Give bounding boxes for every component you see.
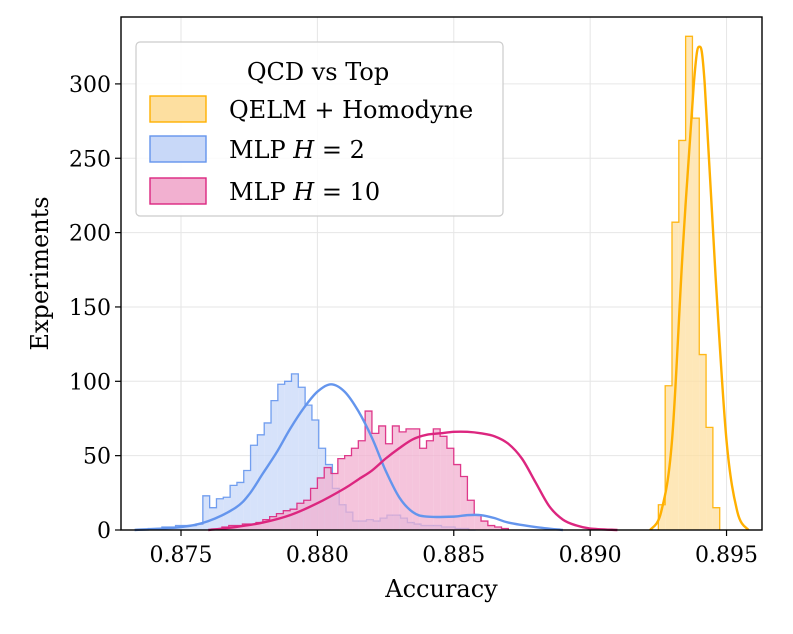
y-axis-ticks: 0 50 100 150 200 250 300 bbox=[69, 73, 121, 544]
histogram-bar bbox=[440, 436, 447, 530]
legend-items: QELM + Homodyne MLP H = 2 MLP H = 10 bbox=[149, 95, 473, 206]
histogram-bar bbox=[378, 425, 386, 530]
histogram-bar bbox=[474, 515, 482, 530]
histogram-bar bbox=[283, 510, 291, 530]
histogram-bar bbox=[446, 448, 454, 530]
histogram-bar bbox=[685, 36, 693, 530]
y-tick-label: 300 bbox=[69, 73, 111, 98]
legend-swatch bbox=[149, 177, 207, 205]
histogram-bar bbox=[296, 503, 304, 530]
histogram-bar bbox=[699, 354, 707, 530]
y-tick-label: 50 bbox=[83, 445, 111, 470]
kde-curves bbox=[134, 45, 750, 532]
histogram-bar bbox=[196, 524, 203, 530]
y-tick-label: 100 bbox=[69, 370, 111, 395]
histogram-bar bbox=[460, 476, 468, 530]
histogram-bar bbox=[692, 118, 700, 531]
histogram-bar bbox=[264, 422, 272, 530]
x-axis-ticks: 0.875 0.880 0.885 0.890 0.895 bbox=[150, 530, 758, 568]
histogram-outline bbox=[657, 35, 721, 530]
histogram-outline bbox=[221, 410, 509, 530]
histogram-bar bbox=[284, 381, 292, 530]
legend-label: MLP H = 2 bbox=[229, 136, 365, 164]
histogram-bar bbox=[665, 385, 672, 530]
x-tick-label: 0.890 bbox=[559, 543, 622, 568]
legend: QCD vs Top QELM + Homodyne MLP H = 2 MLP H… bbox=[135, 41, 504, 217]
histogram-bar bbox=[271, 400, 278, 530]
histogram-bar bbox=[249, 524, 257, 530]
histogram-bar bbox=[202, 495, 210, 530]
histogram-bar bbox=[351, 448, 359, 530]
histogram-bar bbox=[678, 140, 686, 530]
histogram-bar bbox=[256, 522, 263, 530]
histogram-bar bbox=[371, 433, 379, 530]
y-tick-label: 200 bbox=[69, 222, 111, 247]
x-tick-label: 0.885 bbox=[422, 543, 485, 568]
x-tick-label: 0.895 bbox=[695, 543, 758, 568]
legend-box bbox=[135, 41, 504, 217]
histogram-bar bbox=[392, 425, 400, 530]
histogram-bar bbox=[276, 513, 284, 530]
legend-swatch bbox=[149, 135, 207, 163]
histogram-bar bbox=[712, 507, 720, 530]
histogram-bar bbox=[290, 509, 297, 530]
histogram-bar bbox=[337, 458, 345, 530]
histogram-bar bbox=[277, 384, 285, 530]
histogram-bar bbox=[262, 519, 270, 530]
x-axis-label: Accuracy bbox=[384, 575, 498, 603]
histogram-bar bbox=[399, 431, 407, 530]
histogram-bar bbox=[189, 525, 197, 530]
histogram-bar bbox=[236, 482, 244, 530]
histogram-bar bbox=[658, 504, 666, 530]
histogram-bar bbox=[305, 405, 312, 530]
histogram-bar bbox=[501, 528, 509, 530]
histogram-bar bbox=[331, 473, 338, 530]
histogram-bar bbox=[385, 443, 393, 530]
histogram-bar bbox=[291, 373, 299, 530]
plot-frame bbox=[120, 16, 763, 531]
x-tick-label: 0.875 bbox=[150, 543, 213, 568]
histogram-bar bbox=[317, 477, 325, 530]
y-tick-label: 0 bbox=[97, 519, 111, 544]
histogram-bar bbox=[269, 516, 277, 530]
kde-curve-1 bbox=[134, 383, 564, 532]
histogram-bar bbox=[182, 525, 190, 530]
histogram-bar bbox=[257, 434, 265, 530]
x-tick-label: 0.880 bbox=[286, 543, 349, 568]
histogram-bar bbox=[344, 455, 352, 530]
y-tick-label: 150 bbox=[69, 296, 111, 321]
histogram-bar bbox=[358, 440, 366, 530]
histogram-bar bbox=[365, 411, 372, 530]
y-axis-label: Experiments bbox=[26, 196, 54, 350]
legend-title: QCD vs Top bbox=[247, 58, 389, 86]
histogram-bar bbox=[494, 527, 502, 530]
kde-curve-0 bbox=[649, 45, 750, 531]
histogram-bar bbox=[412, 428, 420, 530]
histogram-bar bbox=[242, 524, 250, 530]
histogram-bar bbox=[243, 470, 251, 530]
histogram-bar bbox=[419, 448, 427, 530]
histogram-bar bbox=[706, 427, 713, 530]
histogram-bar bbox=[235, 525, 243, 530]
legend-label: MLP H = 10 bbox=[229, 178, 380, 206]
histogram-bar bbox=[426, 440, 434, 530]
histogram-bar bbox=[310, 488, 318, 530]
histogram-bar bbox=[298, 387, 306, 530]
legend-label: QELM + Homodyne bbox=[229, 96, 473, 124]
histogram-bar bbox=[406, 428, 413, 530]
histogram-bar bbox=[487, 525, 495, 530]
y-tick-label: 250 bbox=[69, 147, 111, 172]
histogram-bar bbox=[433, 428, 441, 530]
kde-curve-2 bbox=[208, 430, 618, 532]
histogram-bar bbox=[311, 419, 319, 530]
histogram-bar bbox=[481, 521, 488, 530]
histogram-bar bbox=[303, 500, 311, 530]
histogram-bar bbox=[453, 464, 461, 530]
histogram-bar bbox=[216, 498, 224, 530]
legend-swatch bbox=[149, 95, 207, 123]
series-bars-0 bbox=[657, 35, 721, 531]
